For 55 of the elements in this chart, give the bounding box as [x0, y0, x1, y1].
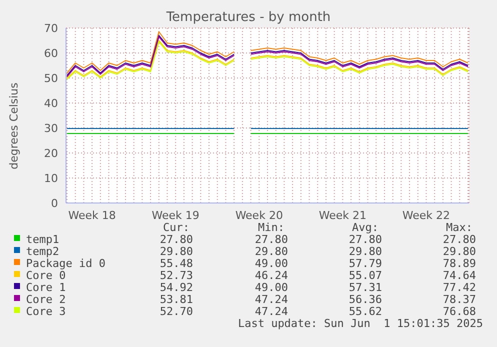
text: 29.80	[158, 245, 193, 258]
legend-label: temp1	[26, 233, 60, 246]
text: Min:	[257, 221, 286, 234]
text: 29.80	[348, 245, 382, 258]
y-axis-title: degrees Celsius	[8, 82, 20, 170]
text: 47.24	[254, 305, 288, 318]
x-tick-label: Week 19	[152, 208, 200, 222]
text: 29.80	[254, 245, 288, 258]
text: 55.07	[348, 269, 382, 282]
chart-title: Temperatures - by month	[166, 10, 331, 25]
text: 78.89	[442, 257, 476, 270]
y-tick-label: 60	[44, 46, 58, 60]
legend-label: Core 2	[26, 293, 66, 306]
text: 52.70	[158, 305, 193, 318]
y-tick-label: 10	[44, 172, 58, 185]
x-tick-label: Week 22	[402, 208, 450, 222]
x-tick-label: Week 21	[318, 208, 367, 222]
text: 76.68	[442, 305, 476, 318]
text: Avg:	[351, 221, 380, 234]
text: 27.80	[254, 233, 288, 246]
legend-label: Package id 0	[26, 257, 106, 270]
text: Last update: Sun Jun 1 15:01:35 2025	[238, 317, 483, 330]
text: Cur:	[162, 221, 190, 234]
text: 53.81	[158, 293, 193, 306]
text: 55.62	[348, 305, 382, 318]
text: 77.42	[442, 281, 476, 294]
text: 74.64	[442, 269, 476, 282]
y-tick-label: 0	[51, 196, 58, 210]
text: 27.80	[348, 233, 382, 246]
text: 27.80	[442, 233, 476, 246]
text: 57.31	[348, 281, 382, 294]
text: Max:	[445, 221, 474, 234]
y-tick-label: 50	[44, 72, 58, 85]
legend-label: Core 0	[26, 269, 66, 282]
legend-label: temp2	[26, 245, 60, 258]
text: 49.00	[254, 281, 288, 294]
text: 49.00	[254, 257, 288, 270]
text: 54.92	[158, 281, 193, 294]
y-tick-label: 20	[44, 146, 58, 160]
y-tick-label: 40	[44, 96, 58, 110]
x-tick-label: Week 20	[235, 208, 283, 222]
text: 55.48	[158, 257, 193, 270]
text: 52.73	[158, 269, 193, 282]
legend-label: Core 3	[26, 305, 66, 318]
y-tick-label: 30	[44, 122, 58, 135]
text: 46.24	[254, 269, 288, 282]
text: 56.36	[348, 293, 382, 306]
text: 57.79	[348, 257, 382, 270]
x-tick-label: Week 18	[68, 208, 116, 222]
y-tick-label: 70	[44, 22, 58, 35]
text: 27.80	[158, 233, 193, 246]
legend-label: Core 1	[26, 281, 66, 294]
text: 29.80	[442, 245, 476, 258]
text: 78.37	[442, 293, 476, 306]
text: 47.24	[254, 293, 288, 306]
